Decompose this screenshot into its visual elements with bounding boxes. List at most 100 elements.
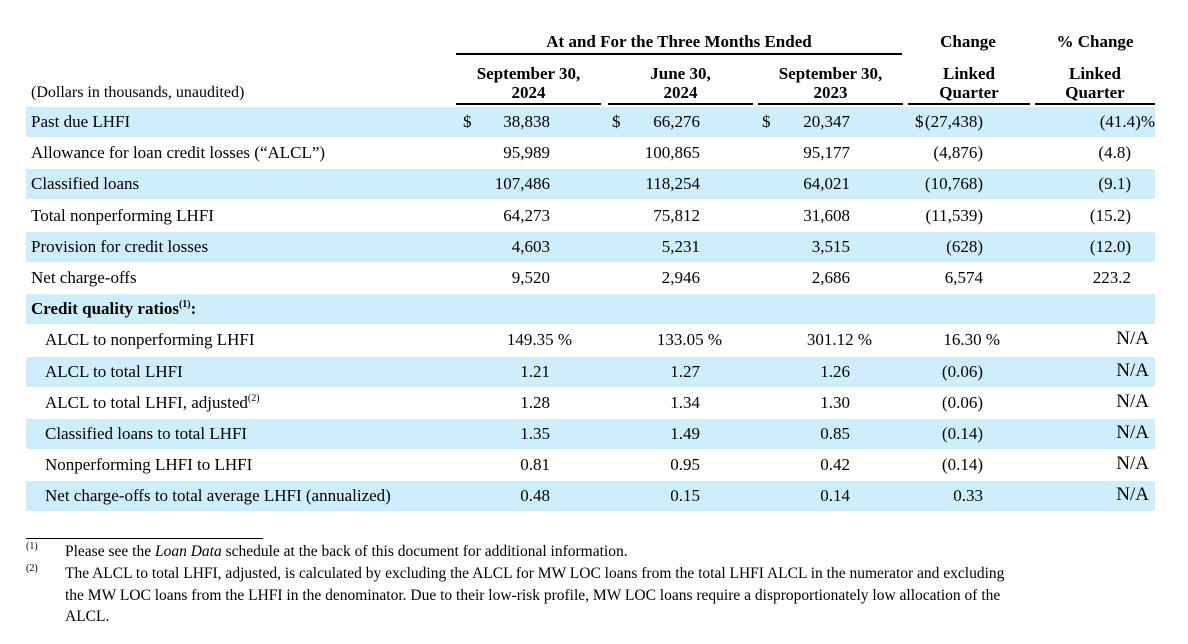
- cell-c4: (0.06): [941, 361, 983, 381]
- cell-c4: 0.33: [953, 486, 983, 506]
- row-label: Provision for credit losses: [31, 237, 208, 257]
- cell-c1: 1.21: [520, 361, 550, 381]
- change-header: Change: [940, 32, 996, 51]
- cell-c1: 107,486: [494, 174, 550, 194]
- row-label-text: Total nonperforming LHFI: [31, 205, 214, 225]
- footnote-2-line: ALCL.: [65, 608, 110, 625]
- cell-c3: 1.26: [820, 361, 850, 381]
- cell-c3: 0.42: [820, 455, 850, 475]
- cell-c1: 64,273: [503, 205, 550, 225]
- cell-c2: 133.05 %: [656, 330, 722, 350]
- cell-c4: (10,768): [924, 174, 983, 194]
- cell-c1: 9,520: [511, 268, 550, 287]
- footnote-2-line: the MW LOC loans from the LHFI in the de…: [65, 586, 1001, 604]
- row-label-text: Allowance for loan credit losses (“ALCL”…: [31, 143, 326, 163]
- footnote-2-line: The ALCL to total LHFI, adjusted, is cal…: [65, 565, 1005, 582]
- col-rule-3: [758, 103, 903, 105]
- footnote-1-post: schedule at the back of this document fo…: [221, 543, 628, 560]
- cell-pct-change: (12.0): [1089, 236, 1131, 256]
- cell-pct-change: N/A: [1116, 390, 1149, 412]
- cell-c4: (27,438): [924, 112, 983, 131]
- row-label: ALCL to total LHFI, adjusted(2): [45, 393, 260, 413]
- unit-note: (Dollars in thousands, unaudited): [31, 84, 245, 101]
- row-label: Nonperforming LHFI to LHFI: [45, 455, 252, 475]
- row-label-text: Provision for credit losses: [31, 236, 209, 256]
- cell-c4: (0.06): [941, 392, 983, 412]
- row-label-text: Net charge-offs to total average LHFI (a…: [45, 486, 391, 506]
- footnote-2: The ALCL to total LHFI, adjusted, is cal…: [65, 563, 1165, 628]
- cell-pct-change: (15.2): [1089, 205, 1131, 225]
- cell-c2: 66,276: [653, 112, 700, 131]
- table-row: Allowance for loan credit losses (“ALCL”…: [26, 138, 1155, 168]
- footnote-2-mark: (2): [26, 563, 38, 574]
- row-label: Classified loans to total LHFI: [45, 424, 247, 444]
- cell-c2: 75,812: [653, 205, 700, 225]
- footnote-1: Please see the Loan Data schedule at the…: [65, 541, 628, 563]
- row-label-text: ALCL to nonperforming LHFI: [45, 330, 255, 350]
- cell-c2: 2,946: [661, 268, 700, 287]
- row-label: Credit quality ratios(1):: [31, 299, 196, 319]
- pct-change-header: % Change: [1056, 32, 1134, 51]
- cell-c3: 0.85: [820, 424, 850, 443]
- row-label-text: ALCL to total LHFI: [45, 361, 183, 381]
- footnote-1-pre: Please see the: [65, 543, 155, 560]
- cell-pct-change: N/A: [1116, 484, 1149, 506]
- footnote-1-mark: (1): [26, 541, 38, 552]
- currency-symbol: $: [463, 112, 472, 131]
- cell-c1: 38,838: [503, 112, 550, 131]
- col-sep-2024-header: September 30, 2024: [476, 64, 581, 102]
- row-label: Past due LHFI: [31, 112, 130, 132]
- cell-c2: 0.95: [670, 455, 700, 475]
- table-row: Classified loans to total LHFI 1.35 1.49 0.…: [26, 419, 1155, 449]
- cell-c1: 1.35: [520, 424, 550, 443]
- col-sep-2023-header: September 30, 2023: [778, 64, 883, 102]
- table-row: Total nonperforming LHFI 64,273 75,812 31,6…: [26, 201, 1155, 231]
- table-row: Credit quality ratios(1):: [26, 294, 1155, 325]
- footnote-ref: (1): [178, 299, 191, 311]
- row-label-text: Classified loans to total LHFI: [45, 424, 248, 443]
- cell-pct-change: N/A: [1116, 422, 1149, 443]
- cell-c4: 6,574: [944, 268, 983, 287]
- cell-pct-change: N/A: [1116, 359, 1149, 381]
- table-row: Nonperforming LHFI to LHFI 0.81 0.95 0.42 (0…: [26, 450, 1155, 480]
- row-label: ALCL to nonperforming LHFI: [45, 330, 254, 350]
- footnote-ref: (2): [247, 392, 260, 404]
- row-label: ALCL to total LHFI: [45, 362, 183, 382]
- col-rule-1: [456, 103, 601, 105]
- cell-c3: 95,177: [803, 143, 850, 163]
- row-label: Allowance for loan credit losses (“ALCL”…: [31, 143, 325, 163]
- table-row: Provision for credit losses 4,603 5,231 3,5…: [26, 231, 1155, 262]
- cell-c3: 31,608: [803, 205, 850, 225]
- table-row: ALCL to total LHFI 1.21 1.27 1.26 (0.06) N/A: [26, 356, 1155, 387]
- row-label: Net charge-offs: [31, 268, 137, 288]
- cell-c3: 0.14: [820, 486, 850, 506]
- col-rule-2: [608, 103, 753, 105]
- row-label-suffix: :: [190, 299, 197, 319]
- table-row: ALCL to total LHFI, adjusted(2) 1.28 1.34 1…: [26, 388, 1155, 418]
- cell-c4: (0.14): [941, 424, 983, 443]
- footnote-rule: [26, 538, 263, 539]
- cell-c2: 100,865: [644, 143, 700, 163]
- cell-c4: (11,539): [925, 205, 983, 225]
- row-label-text: Nonperforming LHFI to LHFI: [45, 455, 253, 475]
- row-label-text: Classified loans: [31, 174, 140, 194]
- row-label: Net charge-offs to total average LHFI (a…: [45, 486, 391, 506]
- col-change-linked-header: Linked Quarter: [939, 64, 999, 102]
- cell-c4: 16.30 %: [943, 330, 1000, 350]
- cell-pct-change: N/A: [1116, 328, 1149, 350]
- col-rule-4: [908, 103, 1030, 105]
- cell-c2: 1.27: [670, 361, 700, 381]
- footnote-1-em: Loan Data: [154, 543, 222, 560]
- cell-pct-change: (4.8): [1098, 143, 1131, 163]
- cell-pct-change: 223.2: [1092, 268, 1131, 287]
- row-label: Classified loans: [31, 174, 139, 194]
- row-label-text: Net charge-offs: [31, 268, 137, 287]
- row-label-text: Past due LHFI: [31, 112, 131, 131]
- cell-c4: (0.14): [941, 455, 983, 475]
- cell-c2: 0.15: [670, 486, 700, 506]
- table-row: Past due LHFI $ $ $ $38,838 66,276 20,347 (27,4…: [26, 107, 1155, 137]
- cell-pct-change: N/A: [1116, 453, 1149, 475]
- group-header: At and For the Three Months Ended: [546, 32, 812, 51]
- cell-c1: 0.81: [520, 455, 550, 475]
- currency-symbol: $: [762, 112, 771, 131]
